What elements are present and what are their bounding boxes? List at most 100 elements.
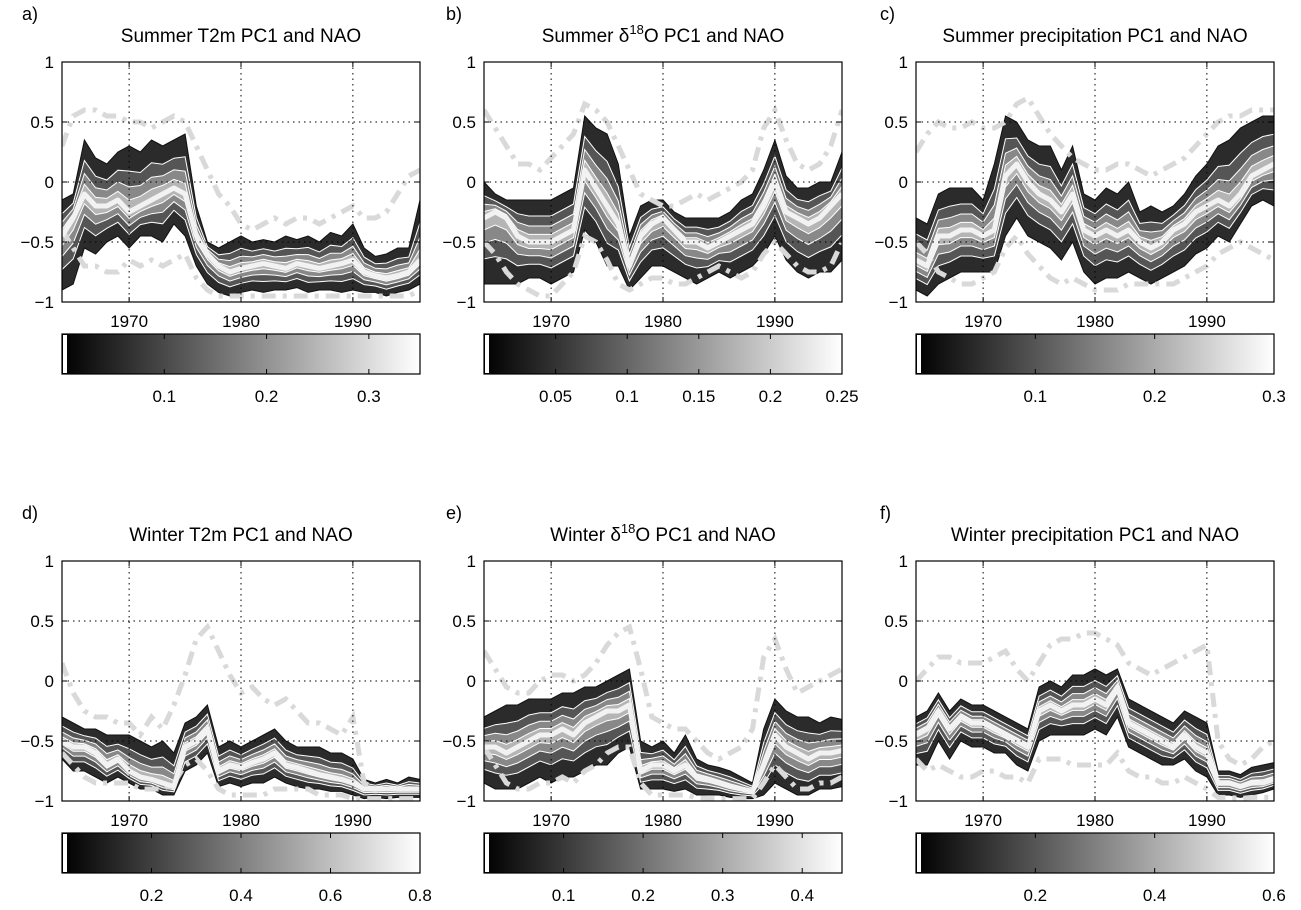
x-tick-label: 1970 [532,312,570,331]
colorbar-tick-label: 0.15 [682,387,715,406]
colorbar: 0.1 0.2 0.3 [915,333,1286,406]
colorbar-gradient [61,832,421,874]
colorbar-tick-label: 0.4 [1143,886,1167,905]
nao-lower-line [916,748,1274,801]
x-tick-label: 1970 [964,312,1002,331]
colorbar-tick-label: 0.8 [408,886,432,905]
colorbar-gradient [61,333,421,375]
y-tick-label: −1 [35,293,54,312]
y-tick-label: 0.5 [884,113,908,132]
nao-lower-line [484,232,842,299]
nao-upper-line [484,623,842,762]
colorbar-tick-label: 0.1 [1024,387,1048,406]
x-tick-label: 1990 [756,811,794,830]
y-tick-label: −0.5 [874,233,908,252]
nao-upper-line [916,94,1274,179]
y-tick-label: 0.5 [30,113,54,132]
colorbar-tick-label: 0.05 [539,387,572,406]
chart-title: Summer T2m PC1 and NAO [121,26,361,47]
x-tick-label: 1990 [334,312,372,331]
y-tick-label: 0.5 [884,612,908,631]
x-tick-label: 1980 [1076,312,1114,331]
colorbar-tick-label: 0.25 [825,387,858,406]
x-tick-label: 1970 [532,811,570,830]
x-tick-label: 1990 [1188,312,1226,331]
chart-title: Winter precipitation PC1 and NAO [951,525,1239,546]
y-tick-label: 0 [899,672,908,691]
colorbar-edge [63,834,67,872]
x-tick-label: 1980 [222,312,260,331]
nao-lower-line [916,231,1274,293]
colorbar: 0.2 0.4 0.6 0.8 [61,832,432,905]
colorbar: 0.1 0.2 0.3 0.4 [483,832,843,905]
chart-title: Summer δ18O PC1 and NAO [542,22,785,47]
chart-panel-e: e) Winter δ18O PC1 and NAO −1 −0.5 0 0.5 1 1970… [442,503,843,905]
chart-panel-d: d) Winter T2m PC1 and NAO −1 −0.5 0 0.5 1 1970 1… [20,503,431,905]
y-tick-label: 0 [45,672,54,691]
y-tick-label: −0.5 [442,732,476,751]
y-tick-label: −1 [35,792,54,811]
y-tick-label: 0 [467,672,476,691]
panel-label: e) [446,503,462,523]
colorbar-tick-label: 0.2 [631,886,655,905]
x-tick-label: 1970 [110,811,148,830]
plot-area [62,107,420,299]
colorbar-tick-label: 0.2 [1024,886,1048,905]
colorbar-tick-label: 0.3 [357,387,381,406]
x-tick-label: 1970 [110,312,148,331]
chart-title-text: Winter T2m PC1 and NAO [129,525,353,546]
y-tick-label: 1 [899,552,908,571]
y-tick-label: −1 [889,792,908,811]
correlation-band [484,668,842,800]
contour-band-2 [484,148,842,277]
y-tick-label: −1 [889,293,908,312]
contour-band-3 [916,682,1274,790]
chart-title-text: Summer T2m PC1 and NAO [121,26,361,47]
colorbar-edge [485,335,489,373]
x-tick-label: 1980 [644,811,682,830]
pc1-line [62,726,420,792]
panel-label: c) [880,4,895,24]
colorbar-tick-label: 0.1 [552,886,576,905]
colorbar-gradient [915,333,1275,375]
colorbar-tick-label: 0.3 [1262,387,1286,406]
x-tick-label: 1990 [334,811,372,830]
colorbar-tick-label: 0.2 [255,387,279,406]
nao-lower-line [62,228,420,299]
y-tick-label: 1 [467,552,476,571]
nao-upper-line [62,107,420,233]
colorbar: 0.1 0.2 0.3 [61,333,421,406]
x-tick-label: 1990 [756,312,794,331]
chart-title-superscript: 18 [629,22,643,37]
x-tick-label: 1980 [1076,811,1114,830]
chart-title-text: Winter δ [550,525,621,546]
colorbar-edge [917,335,921,373]
chart-title-text: O PC1 and NAO [635,525,775,546]
x-tick-label: 1970 [964,811,1002,830]
contour-band-1 [484,681,842,797]
y-tick-label: 0 [45,173,54,192]
chart-panel-f: f) Winter precipitation PC1 and NAO −1 −0.5… [874,503,1285,905]
panel-label: d) [22,503,38,523]
colorbar: 0.05 0.1 0.15 0.2 0.25 [483,333,859,406]
colorbar-tick-label: 0.2 [759,387,783,406]
colorbar-tick-label: 0.2 [1143,387,1167,406]
colorbar-tick-label: 0.4 [790,886,814,905]
y-tick-label: 0.5 [452,612,476,631]
nao-lower-line [484,744,842,801]
colorbar-edge [485,834,489,872]
colorbar: 0.2 0.4 0.6 [915,832,1286,905]
y-tick-label: 0 [467,173,476,192]
y-tick-label: 1 [467,53,476,72]
colorbar-tick-label: 0.4 [229,886,253,905]
colorbar-tick-label: 0.1 [152,387,176,406]
y-tick-label: −0.5 [20,732,54,751]
colorbar-tick-label: 0.2 [140,886,164,905]
contour-band-3 [62,178,420,282]
chart-title: Winter T2m PC1 and NAO [129,525,353,546]
colorbar-tick-label: 0.6 [1262,886,1286,905]
x-tick-label: 1980 [644,312,682,331]
colorbar-tick-label: 0.6 [319,886,343,905]
nao-lower-line [62,751,420,801]
